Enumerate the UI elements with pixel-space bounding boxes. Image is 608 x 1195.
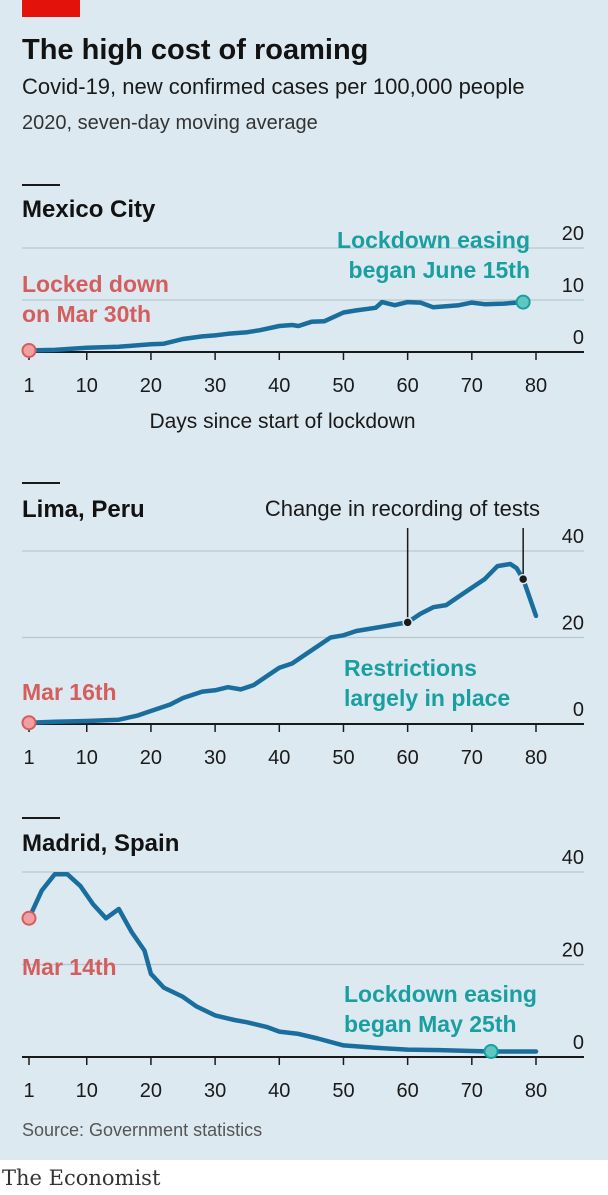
annotation-label: began May 25th: [344, 1011, 517, 1037]
x-tick-label: 20: [140, 375, 162, 397]
callout-dot: [517, 573, 529, 585]
annotation-label: Restrictions: [344, 655, 477, 681]
y-tick-label: 40: [562, 526, 584, 548]
x-tick-label: 60: [397, 1080, 419, 1102]
economist-red-tag: [22, 0, 80, 17]
x-tick-label: 40: [268, 747, 290, 769]
series-line: [26, 561, 539, 725]
callout-dot: [402, 617, 413, 628]
x-tick-label: 30: [204, 1080, 226, 1102]
chart-title: The high cost of roaming: [22, 34, 368, 66]
chart-background: [0, 0, 608, 1160]
annotation-label: Lockdown easing: [344, 981, 537, 1007]
y-tick-label: 0: [573, 327, 584, 349]
easing-marker: [515, 294, 531, 310]
x-tick-label: 80: [525, 747, 547, 769]
annotation-label: began June 15th: [349, 257, 530, 283]
panel-2: Lima, Peru 0 20 40 1 10 20 30 40 50 60 70 80 Mar 16th…: [21, 482, 584, 769]
callout-label: Change in recording of tests: [265, 496, 540, 521]
panel-title: Lima, Peru: [22, 496, 145, 523]
annotation-label: on Mar 30th: [22, 301, 151, 327]
y-tick-label: 0: [573, 1032, 584, 1054]
panel-title: Madrid, Spain: [22, 830, 179, 857]
panel-1: Mexico City 0 10 20 1 10 20 30 40 50 60 70 80 Days si…: [21, 184, 584, 433]
x-tick-label: 40: [268, 375, 290, 397]
footer: The Economist: [0, 1160, 608, 1195]
y-tick-label: 20: [562, 223, 584, 245]
x-tick-label: 1: [23, 1080, 34, 1102]
x-tick-label: 70: [461, 375, 483, 397]
x-tick-label: 40: [268, 1080, 290, 1102]
series-line: [26, 299, 526, 353]
x-axis-label: Days since start of lockdown: [149, 410, 415, 433]
x-tick-label: 70: [461, 747, 483, 769]
x-tick-label: 50: [332, 747, 354, 769]
x-tick-label: 20: [140, 1080, 162, 1102]
source-note: Source: Government statistics: [22, 1120, 262, 1140]
annotation-label: Mar 16th: [22, 679, 117, 705]
start-marker: [21, 910, 37, 926]
x-tick-label: 60: [397, 747, 419, 769]
annotation-label: Locked down: [22, 271, 169, 297]
x-tick-label: 10: [76, 375, 98, 397]
easing-marker: [483, 1043, 499, 1059]
x-tick-label: 80: [525, 375, 547, 397]
start-marker: [21, 342, 37, 358]
x-tick-label: 70: [461, 1080, 483, 1102]
x-tick-label: 30: [204, 747, 226, 769]
y-tick-label: 10: [562, 275, 584, 297]
x-tick-label: 50: [332, 1080, 354, 1102]
annotation-label: Mar 14th: [22, 954, 117, 980]
annotation-label: largely in place: [344, 685, 510, 711]
panel-3: Madrid, Spain 0 20 40 1 10 20 30 40 50 60 70 80 Mar 1…: [21, 817, 584, 1102]
economist-logo: The Economist: [2, 1166, 161, 1190]
chart-subtitle-2: 2020, seven-day moving average: [22, 112, 318, 134]
x-tick-label: 10: [76, 747, 98, 769]
series-line: [26, 872, 539, 1054]
x-tick-label: 60: [397, 375, 419, 397]
x-tick-label: 1: [23, 747, 34, 769]
y-tick-label: 0: [573, 699, 584, 721]
y-tick-label: 40: [562, 847, 584, 869]
annotation-label: Lockdown easing: [337, 227, 530, 253]
y-tick-label: 20: [562, 613, 584, 635]
x-tick-label: 50: [332, 375, 354, 397]
chart-subtitle: Covid-19, new confirmed cases per 100,00…: [22, 74, 525, 99]
x-tick-label: 10: [76, 1080, 98, 1102]
start-marker: [21, 715, 37, 731]
x-tick-label: 1: [23, 375, 34, 397]
x-tick-label: 20: [140, 747, 162, 769]
panel-title: Mexico City: [22, 196, 156, 223]
y-tick-label: 20: [562, 940, 584, 962]
x-tick-label: 30: [204, 375, 226, 397]
chart-figure: The high cost of roaming Covid-19, new c…: [0, 0, 608, 1160]
x-tick-label: 80: [525, 1080, 547, 1102]
